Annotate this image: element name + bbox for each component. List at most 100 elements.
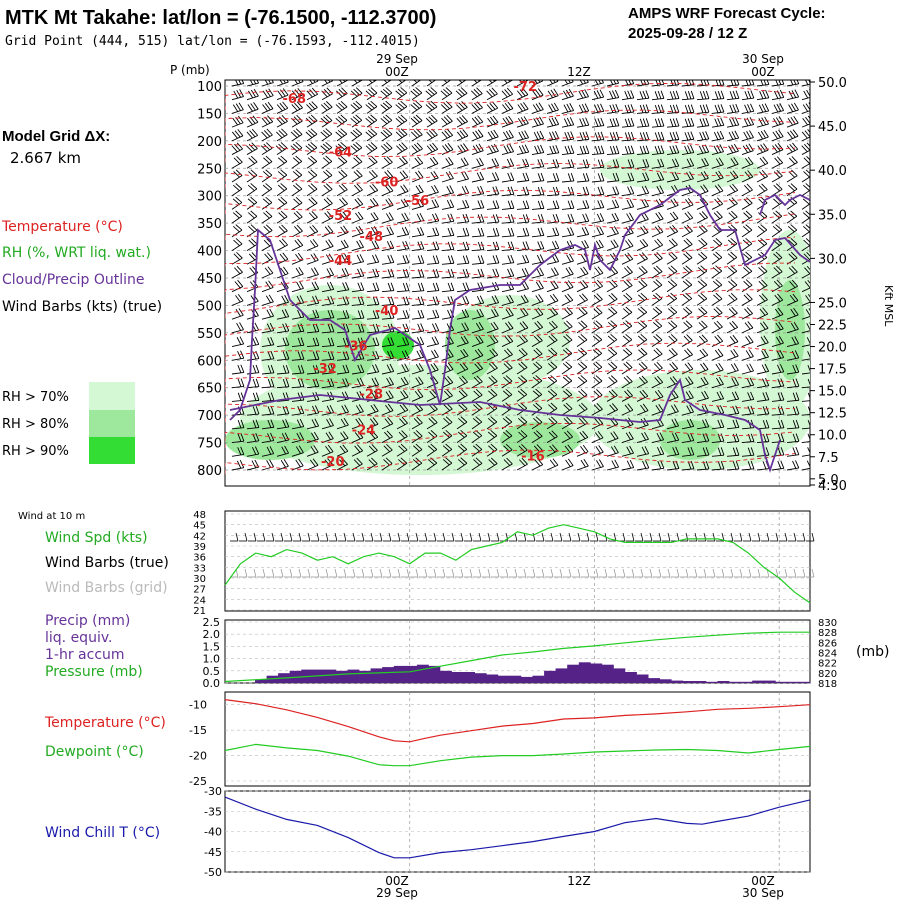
wind-barb-flag: [687, 90, 692, 100]
wind-barb-flag: [698, 239, 705, 247]
wind-barb-shaft: [501, 449, 513, 457]
wind-barb-flag: [746, 197, 753, 204]
wind-barb: [291, 323, 305, 334]
wind-barb-flag: [599, 80, 604, 83]
wind-barb-flag: [507, 268, 512, 277]
page-title: MTK Mt Takahe: lat/lon = (-76.1500, -112…: [5, 7, 436, 29]
wind-barb: [621, 403, 634, 416]
wind-barb: [336, 197, 348, 210]
wind-barb-flag: [291, 90, 298, 98]
wind-barb-flag: [684, 212, 691, 220]
wind-barb-flag: [744, 308, 751, 316]
wind-barb: [486, 129, 499, 142]
wind-barb: [531, 388, 543, 402]
wind-barb-flag: [298, 80, 304, 82]
wind-barb-flag: [357, 324, 362, 333]
wind-barb: [666, 432, 680, 444]
wind-barb: [290, 128, 303, 142]
wind-barb: [246, 196, 258, 210]
profile-wind-barbs: [231, 80, 814, 471]
wind-barb: [786, 156, 798, 169]
wind-barb: [351, 310, 365, 320]
wind-barb: [801, 89, 810, 101]
wind-barb: [786, 115, 799, 128]
wind-barb-flag: [477, 186, 482, 195]
wind-barb-flag: [548, 118, 554, 126]
wind-barb-flag: [398, 445, 405, 452]
wind-barb: [681, 211, 694, 224]
wind-gridlines: [225, 511, 810, 611]
wind-barb: [786, 406, 800, 416]
wind-barb: [366, 282, 380, 293]
wind-barb-flag: [277, 171, 285, 178]
wind-barb-flag: [551, 241, 557, 250]
wind-barb-flag: [539, 116, 544, 125]
wind-barb-shaft: [321, 147, 333, 155]
wind-barb-flag: [552, 131, 557, 140]
wind-barb-shaft: [366, 175, 378, 183]
wind-barb-shaft: [306, 120, 318, 128]
wind-barb-flag: [457, 459, 465, 466]
wind-barb-flag: [600, 117, 605, 126]
wind-barb: [561, 416, 573, 430]
wind-barb: [786, 293, 799, 306]
wind-barb: [681, 117, 695, 128]
wind-barb: [231, 460, 245, 471]
wind-barb-flag: [762, 90, 767, 99]
wind-barb-shaft: [561, 366, 573, 375]
wind-barb: [411, 363, 424, 375]
wind-barb-flag: [791, 336, 797, 345]
wind-barb-shaft: [516, 94, 529, 101]
wind-barb-shaft: [396, 92, 408, 101]
rh70-area: [590, 370, 810, 470]
wind-barb-shaft: [366, 161, 378, 169]
temperature-contour: [225, 449, 796, 474]
wind-barb: [440, 80, 453, 87]
wind-barb-flag: [476, 375, 483, 383]
wind-barb-flag: [757, 131, 764, 140]
wind-barb-shaft: [261, 426, 274, 430]
wind-barb-shaft: [306, 202, 318, 210]
wind-barb-flag: [477, 348, 484, 356]
wind-barb: [306, 337, 320, 348]
wind-barb-shaft: [396, 290, 409, 293]
wind-barb-shaft: [456, 178, 469, 183]
wind-barb-flag: [311, 419, 317, 427]
wind-barb-flag: [699, 335, 706, 343]
wind-barb-flag: [675, 104, 680, 113]
wind-barb-flag: [398, 116, 405, 123]
wind-barb-flag: [312, 458, 319, 466]
wind-barb-flag: [670, 320, 678, 327]
wind-barb-flag: [386, 377, 392, 386]
wind-barb-flag: [280, 210, 288, 218]
wind-barb: [351, 282, 365, 293]
wind-barb-flag: [811, 350, 814, 358]
wind-barb-shaft: [591, 466, 604, 471]
wind-barb-shaft: [666, 298, 678, 306]
wind-barb: [696, 292, 708, 306]
wind-barb-shaft: [636, 311, 648, 320]
wind-barb-shaft: [486, 315, 499, 320]
wind-barb-flag: [400, 87, 408, 94]
wind-barb-flag: [247, 198, 255, 205]
wind-barb-flag: [743, 212, 750, 219]
temperature-contour: [225, 315, 796, 344]
wind-barb-flag: [580, 388, 588, 396]
wind-barb-flag: [582, 117, 587, 126]
wind-barb-flag: [370, 213, 376, 221]
wind-barb-flag: [335, 90, 343, 97]
wind-barb-flag: [718, 157, 724, 165]
wind-barb: [366, 155, 378, 169]
wind-barb-flag: [735, 419, 740, 428]
wind-barb-flag: [729, 336, 736, 344]
wind-barb-flag: [698, 226, 706, 233]
wind-barb-flag: [594, 146, 599, 155]
wind-barb-shaft: [291, 202, 303, 210]
wind-barb: [305, 114, 318, 128]
wind-barb-flag: [596, 460, 602, 468]
wind-barb-shaft: [441, 135, 453, 142]
wind-barb: [426, 156, 439, 169]
wind-barb-flag: [233, 239, 240, 247]
wind-barb-flag: [729, 91, 734, 100]
wind-barb: [561, 347, 573, 361]
